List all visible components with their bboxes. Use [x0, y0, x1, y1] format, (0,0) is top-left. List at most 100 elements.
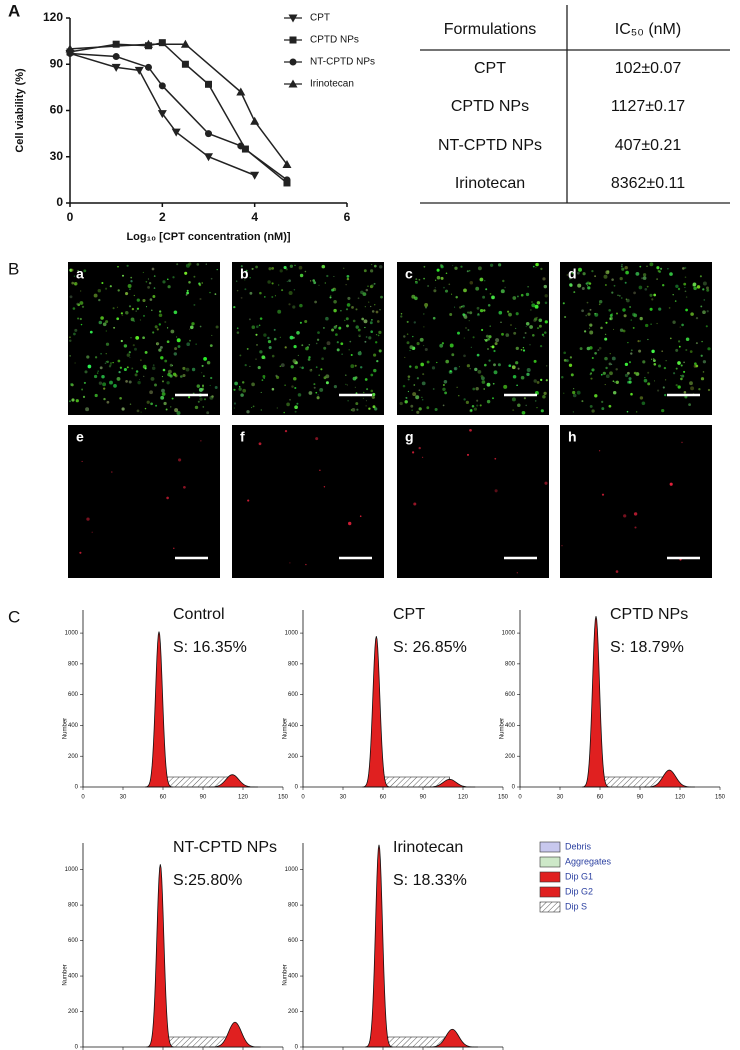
cell-dot [421, 456, 424, 458]
cell-dot [639, 340, 641, 342]
cell-dot [83, 269, 87, 273]
cell-dot [256, 344, 258, 346]
cell-dot [309, 280, 312, 282]
cell-dot [436, 361, 438, 364]
cell-dot [129, 288, 131, 291]
peak [643, 769, 695, 788]
cell-dot [473, 407, 478, 411]
cell-dot [573, 388, 575, 390]
cell-dot [684, 276, 687, 278]
cell-dot [493, 370, 498, 375]
cell-dot [71, 281, 75, 285]
cell-dot [618, 294, 621, 297]
cell-dot [524, 332, 527, 334]
cell-dot [603, 274, 608, 279]
cell-dot [98, 381, 103, 385]
cell-dot [345, 317, 349, 321]
cell-dot [540, 267, 543, 271]
cell-dot [345, 383, 347, 385]
image-label: d [568, 266, 577, 282]
cell-dot [365, 336, 368, 338]
cell-dot [653, 380, 656, 382]
cell-dot [146, 400, 150, 404]
cell-dot [297, 393, 302, 397]
cell-dot [326, 274, 329, 278]
cell-dot [279, 365, 282, 368]
panel-subtitle: S:25.80% [173, 872, 242, 889]
cell-dot [84, 370, 88, 374]
cell-dot [294, 264, 296, 266]
cell-dot [347, 296, 351, 300]
cell-dot [161, 380, 165, 383]
x-tick-label: 6 [344, 210, 351, 224]
cell-dot [150, 402, 153, 406]
cell-dot [420, 362, 425, 367]
cell-dot [487, 337, 490, 341]
cell-dot [133, 320, 136, 322]
cell-dot [463, 398, 466, 401]
cell-dot [136, 298, 140, 302]
image-label: c [405, 266, 413, 282]
cell-dot [544, 320, 548, 324]
table-cell: Irinotecan [455, 175, 525, 192]
cell-dot [610, 363, 613, 366]
cell-dot [166, 340, 170, 344]
cell-dot [352, 376, 357, 381]
cell-dot [492, 382, 495, 385]
cell-dot [215, 325, 219, 329]
cell-dot [581, 309, 584, 313]
cell-dot [357, 351, 362, 356]
y-tick-label: 400 [505, 723, 516, 729]
cell-dot [340, 342, 344, 346]
cell-dot [205, 263, 207, 265]
cell-dot [267, 280, 271, 284]
cell-dot [315, 391, 318, 394]
cell-dot [284, 384, 286, 386]
cell-dot [474, 367, 478, 372]
cell-dot [158, 348, 162, 352]
cell-dot [193, 275, 196, 278]
cell-dot [563, 351, 567, 355]
cell-dot [628, 377, 632, 381]
cell-dot [589, 308, 592, 311]
cell-dot [112, 307, 115, 310]
cell-dot [493, 349, 496, 353]
cell-dot [167, 369, 172, 374]
x-tick-label: 60 [380, 795, 387, 801]
cell-dot [363, 269, 367, 273]
cell-dot [348, 349, 350, 351]
cell-dot [488, 359, 491, 362]
x-tick-label: 60 [597, 795, 604, 801]
cell-dot [335, 333, 338, 336]
cell-dot [106, 400, 110, 404]
y-axis-label: Number [283, 964, 289, 985]
x-tick-label: 90 [637, 795, 644, 801]
cell-dot [211, 395, 214, 398]
cell-dot [116, 376, 121, 381]
cell-dot [110, 362, 112, 364]
cell-dot [251, 267, 254, 270]
micrograph [397, 425, 549, 578]
cell-dot [678, 345, 681, 348]
cell-dot [642, 360, 646, 364]
cell-dot [414, 296, 418, 301]
cell-dot [160, 395, 165, 400]
cell-dot [542, 394, 546, 399]
cell-dot [569, 278, 571, 280]
cell-dot [101, 374, 105, 379]
cell-dot [609, 371, 613, 376]
cell-dot [677, 385, 681, 389]
cell-dot [261, 355, 266, 360]
cell-dot [178, 458, 182, 462]
x-tick-label: 150 [715, 795, 726, 801]
y-tick-label: 0 [295, 1045, 299, 1050]
cell-dot [338, 326, 342, 330]
cell-dot [426, 360, 430, 364]
cell-dot [410, 404, 414, 408]
cell-dot [512, 409, 515, 412]
cell-dot [675, 284, 679, 288]
cell-dot [315, 366, 318, 369]
legend-label: CPTD NPs [310, 35, 359, 46]
cell-dot [234, 381, 238, 386]
cell-dot [449, 370, 452, 373]
